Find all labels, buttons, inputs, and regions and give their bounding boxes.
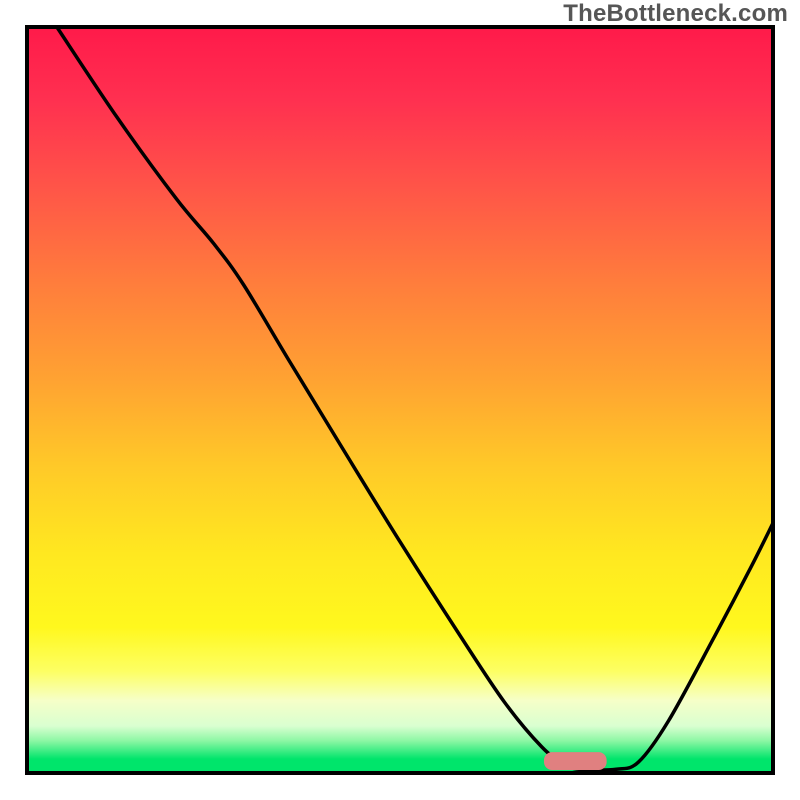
gradient-background xyxy=(27,27,773,759)
baseline-bar xyxy=(27,759,773,773)
optimal-range-marker xyxy=(544,752,607,770)
chart-container: TheBottleneck.com xyxy=(0,0,800,800)
watermark-text: TheBottleneck.com xyxy=(563,0,788,28)
bottleneck-chart xyxy=(0,0,800,800)
